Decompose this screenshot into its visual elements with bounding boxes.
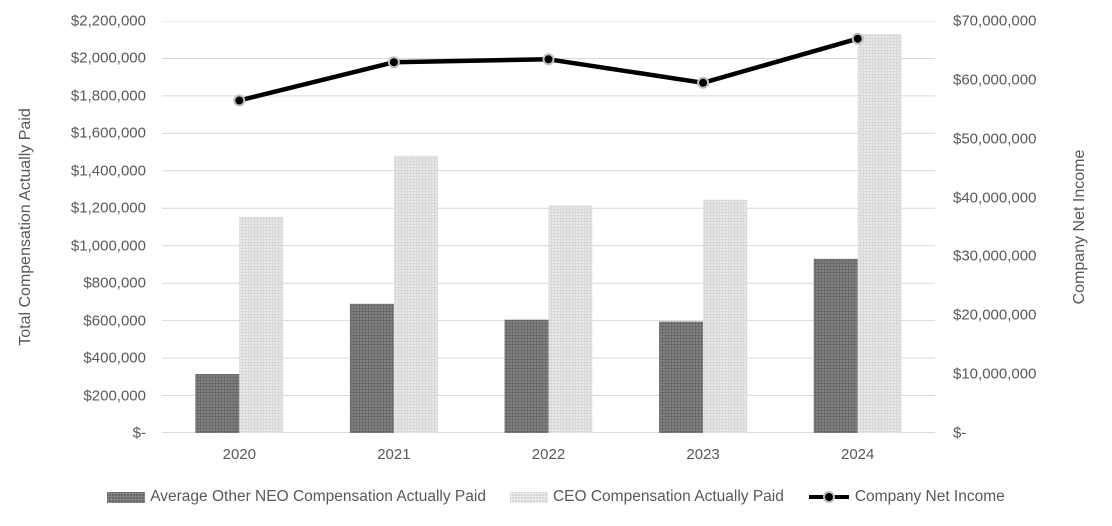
x-axis-label-2024: 2024 [840, 446, 875, 463]
left-axis-ticks: $2,200,000 $2,000,000 $1,800,000 $1,600,000… [0, 14, 146, 441]
x-axis-label-2023: 2023 [686, 446, 720, 463]
line-marker-icon [808, 490, 850, 504]
legend-label: Company Net Income [854, 488, 1005, 505]
legend-item-net-income: Company Net Income [808, 488, 1005, 506]
bar-neo-2023 [659, 321, 704, 433]
net-income-marker-2024 [851, 32, 864, 45]
right-axis-tick: $- [953, 424, 967, 442]
plot-area [162, 21, 935, 433]
left-axis-tick: $1,400,000 [70, 162, 146, 180]
left-axis-tick: $600,000 [83, 312, 146, 330]
left-axis-tick: $1,000,000 [70, 237, 146, 255]
legend-label: CEO Compensation Actually Paid [552, 488, 784, 505]
bar-ceo-2022 [548, 205, 593, 433]
left-axis-tick: $800,000 [83, 274, 146, 292]
left-axis-tick: $200,000 [83, 387, 146, 405]
net-income-marker-2023 [697, 76, 710, 89]
right-axis-tick: $40,000,000 [953, 189, 1037, 207]
left-axis-tick: $2,200,000 [70, 12, 146, 30]
net-income-marker-2021 [387, 56, 400, 69]
bar-dark-swatch-icon [107, 491, 146, 503]
right-axis-ticks: $70,000,000 $60,000,000 $50,000,000 $40,000… [953, 14, 1111, 441]
bar-neo-2024 [813, 258, 858, 433]
bar-ceo-2024 [857, 34, 902, 433]
left-axis-tick: $400,000 [83, 349, 146, 367]
legend: Average Other NEO Compensation Actually … [0, 488, 1112, 506]
bar-neo-2020 [195, 374, 240, 433]
left-axis-tick: $1,200,000 [70, 199, 146, 217]
legend-item-ceo-compensation: CEO Compensation Actually Paid [509, 488, 784, 506]
left-axis-tick: $- [132, 424, 146, 442]
left-axis-tick: $2,000,000 [70, 49, 146, 67]
bar-neo-2021 [349, 303, 394, 433]
right-axis-tick: $50,000,000 [953, 130, 1037, 148]
right-axis-tick: $60,000,000 [953, 71, 1037, 89]
legend-item-neo-compensation: Average Other NEO Compensation Actually … [107, 488, 486, 506]
net-income-line [237, 36, 860, 103]
x-axis-label-2022: 2022 [531, 446, 566, 463]
net-income-marker-2022 [542, 53, 555, 66]
x-axis: 2020 2021 2022 2023 2024 [162, 446, 935, 463]
right-axis-tick: $70,000,000 [953, 12, 1037, 30]
bar-ceo-2023 [703, 199, 748, 433]
left-axis-tick: $1,800,000 [70, 87, 146, 105]
bar-ceo-2021 [393, 155, 438, 433]
right-axis-tick: $20,000,000 [953, 306, 1037, 324]
bar-ceo-2020 [239, 216, 284, 433]
right-axis-tick: $30,000,000 [953, 247, 1037, 265]
x-axis-label-2021: 2021 [377, 446, 411, 463]
legend-label: Average Other NEO Compensation Actually … [150, 488, 486, 505]
left-axis-tick: $1,600,000 [70, 124, 146, 142]
bar-light-swatch-icon [509, 491, 548, 503]
net-income-marker-2020 [233, 94, 246, 107]
right-axis-tick: $10,000,000 [953, 365, 1037, 383]
bar-neo-2022 [504, 319, 549, 433]
x-axis-label-2020: 2020 [222, 446, 256, 463]
